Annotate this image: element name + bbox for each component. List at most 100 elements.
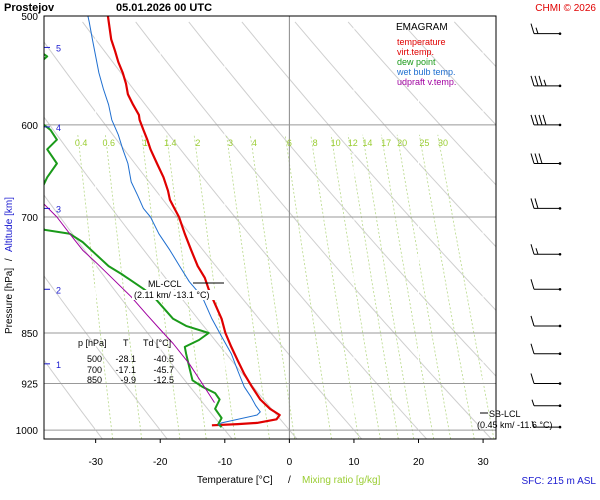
y-axis-title-altitude: Altitude [km] xyxy=(4,197,15,252)
wind-barb-flag xyxy=(534,114,539,126)
x-axis-title-temp: Temperature [°C] xyxy=(197,475,273,486)
table-header-td: Td [°C] xyxy=(143,338,171,348)
sb-lcl-annotation: SB-LCL (0.45 km/ -11.6 °C) xyxy=(477,409,552,430)
mixing-ratio-labels: 0.4 0.6 1 1.4 2 3 4 6 8 10 12 14 17 20 25 30 xyxy=(75,138,448,148)
wind-barbs xyxy=(530,23,562,429)
mixing-ratio-line xyxy=(362,134,415,439)
mixing-ratio-line xyxy=(284,134,332,439)
table-cell: -9.9 xyxy=(120,375,136,385)
wind-barb xyxy=(530,114,562,127)
mixing-ratio-line xyxy=(141,134,181,439)
sounding-series xyxy=(44,16,281,428)
temperature-tick-label: 10 xyxy=(348,457,360,468)
table-cell: 500 xyxy=(87,354,102,364)
mixing-ratio-line xyxy=(166,134,207,439)
wind-barb-dot xyxy=(558,425,562,429)
dry-adiabat-line xyxy=(44,275,168,439)
temperature-tick-labels: -30 -20 -10 0 10 20 30 xyxy=(88,439,489,468)
table-cell: -12.5 xyxy=(153,375,174,385)
wind-barb xyxy=(530,244,562,256)
dry-adiabat-line xyxy=(82,21,427,439)
wind-barb-dot xyxy=(558,382,562,385)
altitude-tick-label: 3 xyxy=(56,204,61,214)
wind-barb-half xyxy=(531,420,535,428)
mixing-ratio-label: 20 xyxy=(397,138,407,148)
station-name: Prostejov xyxy=(4,2,55,14)
ml-ccl-value: (2.11 km/ -13.1 °C) xyxy=(134,290,209,300)
credit: CHMI © 2026 xyxy=(535,3,596,14)
mixing-ratio-label: 25 xyxy=(419,138,429,148)
wind-barb-flag xyxy=(530,343,535,354)
table-cell: -17.1 xyxy=(115,365,136,375)
altitude-tick-label: 5 xyxy=(56,43,61,53)
wind-barb xyxy=(531,399,562,408)
dry-adiabat-line xyxy=(241,21,496,312)
table-header-p: p [hPa] xyxy=(78,338,107,348)
mixing-ratio-line xyxy=(347,134,399,439)
temperature-tick-label: 0 xyxy=(287,457,293,468)
pressure-tick-label: 700 xyxy=(21,213,38,224)
legend-wet-bulb: wet bulb temp. xyxy=(396,67,456,77)
dry-adiabat-line xyxy=(507,22,600,439)
temperature-tick-label: 20 xyxy=(413,457,425,468)
wind-barb-flag xyxy=(530,23,535,34)
mixing-ratio-label: 8 xyxy=(313,138,318,148)
temperature-tick-label: 30 xyxy=(478,457,490,468)
dry-adiabat-line xyxy=(135,21,492,439)
dry-adiabat-line xyxy=(347,21,496,186)
wind-barb-flag xyxy=(530,373,535,384)
temperature-tick-label: -10 xyxy=(218,457,233,468)
table-cell: 850 xyxy=(87,375,102,385)
wind-barb-dot xyxy=(558,287,562,291)
wind-barb xyxy=(530,343,562,356)
wind-barb-dot xyxy=(558,352,562,356)
mixing-ratio-label: 1.4 xyxy=(164,138,177,148)
dry-adiabat-line xyxy=(44,194,233,439)
pressure-tick-label: 600 xyxy=(21,121,38,132)
mixing-ratio-label: 30 xyxy=(438,138,448,148)
y-axis-title: Pressure [hPa] / Altitude [km] xyxy=(4,197,15,334)
pressure-tick-label: 500 xyxy=(21,12,38,23)
altitude-tick-label: 4 xyxy=(56,123,61,133)
x-axis-title-mix: Mixing ratio [g/kg] xyxy=(302,475,381,486)
table-header-t: T xyxy=(123,338,129,348)
altitude-tick-label: 1 xyxy=(56,360,61,370)
temperature-tick-label: -30 xyxy=(88,457,103,468)
wind-barb-flag xyxy=(538,153,543,164)
wind-barb-flag xyxy=(530,75,535,86)
dry-adiabat-line xyxy=(44,41,363,439)
wind-barb-dot xyxy=(558,252,562,256)
sfc-label: SFC: 215 m ASL xyxy=(522,476,597,487)
wind-barb-half xyxy=(543,79,547,86)
mixing-ratio-label: 10 xyxy=(331,138,341,148)
ml-ccl-title: ML-CCL xyxy=(148,279,182,289)
wind-barb-flag xyxy=(534,75,539,86)
series-line-udpraft-v-temp- xyxy=(44,203,215,403)
wind-barb-flag xyxy=(542,114,547,126)
series-line-wet-bulb-temp- xyxy=(87,16,261,426)
legend: EMAGRAM temperature virt.temp. dew point… xyxy=(396,22,456,87)
y-axis-title-pressure: Pressure [hPa] xyxy=(4,268,15,334)
wind-barb-flag xyxy=(530,153,535,164)
sb-lcl-value: (0.45 km/ -11.6 °C) xyxy=(477,420,552,430)
dry-adiabat-line xyxy=(561,22,600,439)
wind-barb-flag xyxy=(530,279,535,290)
dry-adiabat-line xyxy=(188,21,496,377)
mixing-ratio-line xyxy=(330,134,381,439)
legend-dew-point: dew point xyxy=(397,57,436,67)
pressure-tick-labels: 500 600 700 850 925 1000 xyxy=(16,12,39,437)
dry-adiabat-line xyxy=(44,359,103,439)
wind-barb xyxy=(530,279,562,291)
mixing-ratio-label: 17 xyxy=(381,138,391,148)
mixing-ratio-label: 12 xyxy=(348,138,358,148)
pressure-tick-label: 925 xyxy=(21,380,38,391)
wind-barb-dot xyxy=(558,162,562,165)
ml-ccl-annotation: ML-CCL (2.11 km/ -13.1 °C) xyxy=(132,279,224,300)
wind-barb-half xyxy=(535,248,539,255)
wind-barb-flag xyxy=(534,153,539,164)
wind-barb xyxy=(530,75,562,88)
datetime: 05.01.2026 00 UTC xyxy=(116,2,212,14)
mixing-ratio-line xyxy=(396,134,451,439)
pressure-tick-label: 850 xyxy=(21,329,38,340)
wind-barb-dot xyxy=(558,207,562,210)
